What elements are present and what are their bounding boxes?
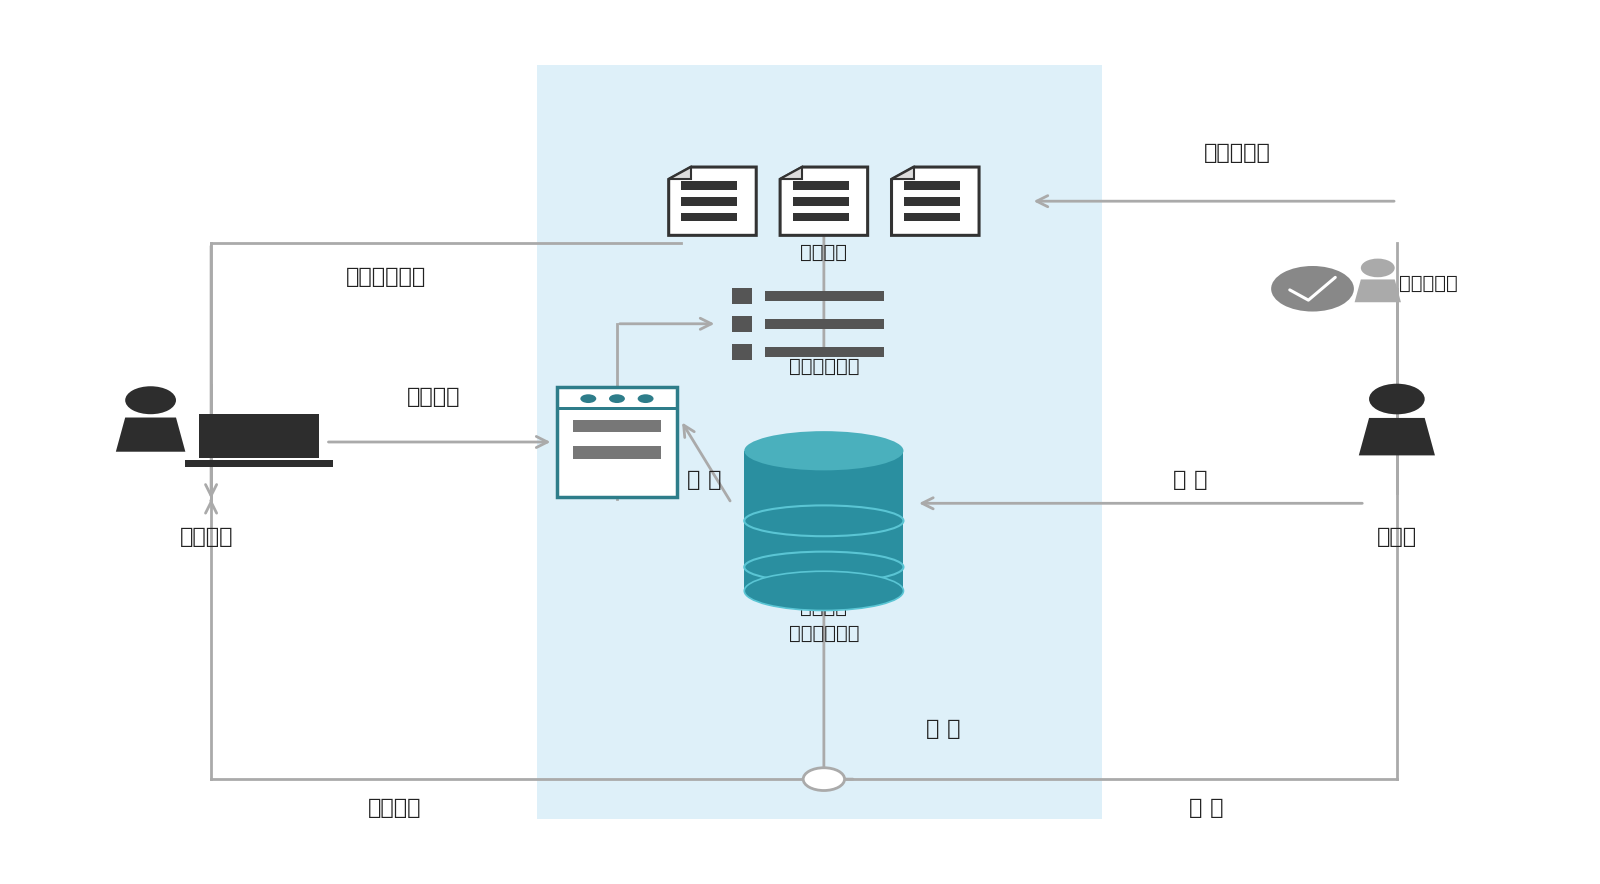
Polygon shape — [1358, 418, 1435, 455]
FancyBboxPatch shape — [557, 408, 677, 410]
Polygon shape — [669, 167, 691, 179]
FancyBboxPatch shape — [765, 347, 885, 357]
FancyBboxPatch shape — [744, 451, 904, 591]
FancyBboxPatch shape — [794, 181, 848, 190]
FancyBboxPatch shape — [794, 197, 848, 206]
FancyBboxPatch shape — [538, 65, 1102, 819]
Text: 追加・更新: 追加・更新 — [1205, 143, 1270, 164]
Circle shape — [1370, 384, 1424, 415]
FancyBboxPatch shape — [904, 181, 960, 190]
Text: 確認・承認: 確認・承認 — [1400, 274, 1458, 293]
Polygon shape — [669, 167, 757, 235]
Text: 利用申請: 利用申請 — [368, 798, 421, 819]
Text: 提供者: 提供者 — [1378, 527, 1418, 546]
FancyBboxPatch shape — [573, 420, 661, 432]
FancyBboxPatch shape — [682, 212, 738, 221]
Circle shape — [581, 394, 597, 403]
Circle shape — [610, 394, 626, 403]
Ellipse shape — [744, 506, 904, 537]
FancyBboxPatch shape — [765, 291, 885, 301]
FancyBboxPatch shape — [904, 212, 960, 221]
FancyBboxPatch shape — [682, 197, 738, 206]
FancyBboxPatch shape — [682, 181, 738, 190]
FancyBboxPatch shape — [765, 318, 885, 329]
Circle shape — [1362, 259, 1395, 278]
Ellipse shape — [744, 571, 904, 611]
Text: ログイン: ログイン — [406, 386, 461, 407]
Ellipse shape — [744, 431, 904, 470]
Text: 医療機関: 医療機関 — [179, 527, 234, 546]
Text: ダウンロード: ダウンロード — [346, 267, 426, 286]
Ellipse shape — [744, 552, 904, 583]
Circle shape — [125, 386, 176, 415]
Text: ファイル: ファイル — [800, 243, 848, 263]
Polygon shape — [115, 417, 186, 452]
FancyBboxPatch shape — [904, 197, 960, 206]
Polygon shape — [891, 167, 979, 235]
Polygon shape — [781, 167, 867, 235]
Polygon shape — [891, 167, 914, 179]
Text: データベース: データベース — [789, 624, 859, 643]
Text: 登 録: 登 録 — [926, 720, 960, 739]
Text: 医療機関: 医療機関 — [800, 598, 848, 617]
FancyBboxPatch shape — [573, 446, 661, 459]
Text: 管 理: 管 理 — [1173, 469, 1208, 490]
Text: ファイル一覧: ファイル一覧 — [789, 357, 859, 376]
FancyBboxPatch shape — [731, 316, 752, 332]
Polygon shape — [781, 167, 802, 179]
Circle shape — [1270, 266, 1354, 311]
FancyBboxPatch shape — [731, 288, 752, 303]
Polygon shape — [1355, 279, 1402, 302]
Text: 許 可: 許 可 — [1189, 798, 1222, 819]
Circle shape — [803, 767, 845, 790]
Circle shape — [638, 394, 653, 403]
FancyBboxPatch shape — [794, 212, 848, 221]
FancyBboxPatch shape — [186, 460, 333, 468]
Text: 認 証: 認 証 — [688, 469, 722, 490]
FancyBboxPatch shape — [198, 414, 318, 458]
FancyBboxPatch shape — [731, 344, 752, 360]
FancyBboxPatch shape — [557, 387, 677, 497]
